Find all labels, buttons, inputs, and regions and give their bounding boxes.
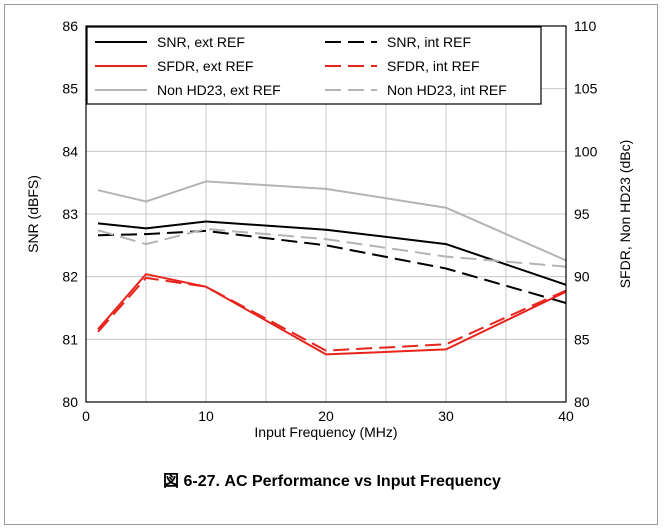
legend-label-1: SNR, ext REF bbox=[157, 34, 245, 50]
y2-tick-label: 85 bbox=[574, 331, 590, 347]
legend-label-2: SNR, int REF bbox=[387, 34, 471, 50]
y-tick-label: 85 bbox=[62, 81, 78, 97]
plot-border bbox=[85, 25, 567, 403]
y-tick-label: 86 bbox=[62, 18, 78, 34]
x-tick-label: 10 bbox=[198, 408, 214, 424]
legend-box bbox=[86, 26, 542, 105]
y-axis-title: SNR (dBFS) bbox=[25, 175, 41, 253]
y2-tick-label: 90 bbox=[574, 269, 590, 285]
x-tick-label: 0 bbox=[82, 408, 90, 424]
y2-tick-label: 80 bbox=[574, 394, 590, 410]
y-tick-label: 80 bbox=[62, 394, 78, 410]
y2-axis-title: SFDR, Non HD23 (dBc) bbox=[617, 140, 633, 289]
y2-tick-label: 110 bbox=[574, 18, 597, 34]
figure-frame: 0 10 20 30 40 80 81 82 83 84 85 86 80 85 90 95 100 105 110… bbox=[4, 4, 658, 525]
series-line-1 bbox=[97, 220, 567, 286]
series-line-5 bbox=[97, 180, 567, 262]
chart: 0 10 20 30 408081828384858680859095100105110… bbox=[25, 18, 633, 440]
series-line-3 bbox=[97, 273, 567, 356]
y-tick-label: 81 bbox=[62, 331, 78, 347]
series-line-2 bbox=[97, 229, 567, 304]
series-line-4 bbox=[97, 276, 567, 352]
x-tick-label: 20 bbox=[318, 408, 334, 424]
x-tick-label: 30 bbox=[438, 408, 454, 424]
series-line-6 bbox=[97, 228, 567, 268]
y2-tick-label: 100 bbox=[574, 143, 598, 159]
y-tick-label: 82 bbox=[62, 269, 78, 285]
y2-tick-label: 95 bbox=[574, 206, 590, 222]
y-tick-label: 83 bbox=[62, 206, 78, 222]
x-tick-label: 40 bbox=[558, 408, 574, 424]
legend-label-4: SFDR, int REF bbox=[387, 58, 480, 74]
y2-tick-label: 105 bbox=[574, 81, 598, 97]
y-tick-label: 84 bbox=[62, 143, 78, 159]
figure-caption: 図 6-27. AC Performance vs Input Frequenc… bbox=[163, 473, 501, 490]
legend-label-6: Non HD23, int REF bbox=[387, 82, 507, 98]
legend-label-5: Non HD23, ext REF bbox=[157, 82, 281, 98]
x-axis-title: Input Frequency (MHz) bbox=[254, 424, 397, 440]
legend-label-3: SFDR, ext REF bbox=[157, 58, 253, 74]
